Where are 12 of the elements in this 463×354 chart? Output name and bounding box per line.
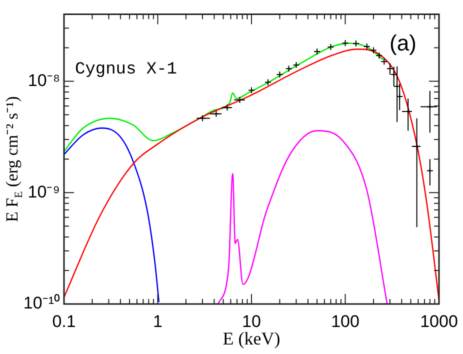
y-tick-label: 10⁻¹⁰ bbox=[23, 294, 60, 313]
y-axis-title: E FE (erg cm⁻² s⁻¹) bbox=[2, 96, 25, 222]
x-tick-label: 1000 bbox=[420, 312, 458, 331]
x-axis-title: E (keV) bbox=[222, 328, 280, 349]
annotation: Cygnus X-1 bbox=[74, 60, 178, 80]
x-tick-label: 10 bbox=[242, 312, 261, 331]
y-tick-label: 10⁻⁹ bbox=[28, 182, 60, 202]
x-tick-label: 1 bbox=[153, 312, 162, 331]
x-tick-label: 100 bbox=[331, 312, 360, 331]
annotation: (a) bbox=[390, 30, 416, 56]
y-tick-label: 10⁻⁸ bbox=[28, 70, 60, 90]
x-tick-label: 0.1 bbox=[52, 312, 76, 331]
